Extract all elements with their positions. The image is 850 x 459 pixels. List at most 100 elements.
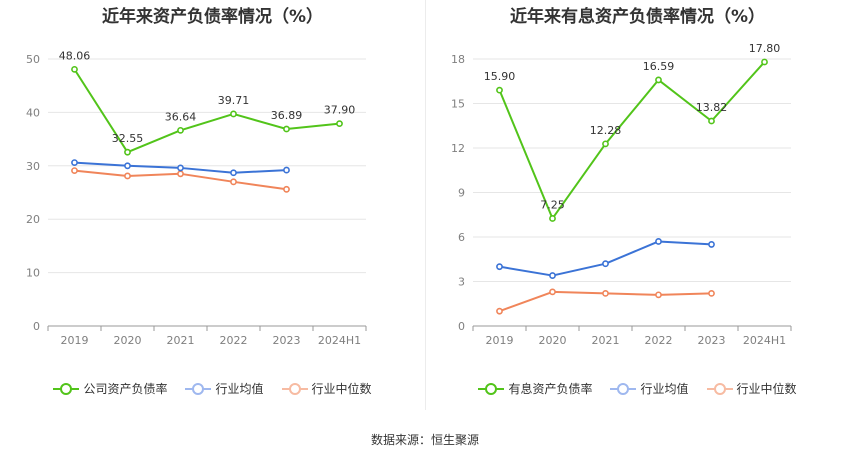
x-tick-label: 2024H1 [743, 334, 786, 347]
x-tick-label: 2022 [220, 334, 248, 347]
legend-item[interactable]: 行业均值 [610, 380, 689, 397]
y-tick-label: 40 [26, 106, 40, 119]
data-source: 数据来源：恒生聚源 [370, 433, 479, 447]
data-point [496, 86, 503, 94]
chart-panel-right: 近年来有息资产负债率情况（%） 0 3 6 9 12 15 18 2019 2020 2021 20… [425, 0, 850, 420]
legend-label: 公司资产负债率 [83, 382, 168, 396]
data-point [177, 126, 184, 134]
data-point [496, 263, 503, 271]
series-line [499, 240, 712, 277]
legend-swatch [53, 382, 80, 395]
data-point [602, 260, 609, 268]
x-tick-label: 2021 [592, 334, 620, 347]
legend-swatch [281, 382, 308, 395]
data-label: 12.28 [590, 124, 622, 137]
legend-swatch [610, 382, 637, 395]
data-point [230, 178, 237, 186]
data-label: 36.64 [165, 110, 197, 123]
x-tick-label: 2021 [167, 334, 195, 347]
data-point [124, 162, 131, 170]
data-point [496, 307, 503, 315]
y-tick-label: 0 [458, 320, 465, 333]
data-point [549, 272, 556, 279]
panel-divider [425, 0, 426, 410]
chart-panel-left: 近年来资产负债率情况（%） 0 10 20 30 40 50 2019 2020 2021 202… [0, 0, 425, 420]
data-point [708, 289, 715, 297]
data-point [655, 291, 662, 299]
data-point [336, 120, 343, 128]
data-label: 13.82 [696, 101, 728, 114]
data-point [602, 289, 609, 297]
legend-label: 行业中位数 [311, 382, 372, 396]
chart-title: 近年来有息资产负债率情况（%） [509, 7, 766, 27]
data-label: 37.90 [324, 104, 356, 117]
data-point [230, 110, 237, 118]
x-tick-label: 2023 [273, 334, 301, 347]
data-point [177, 164, 184, 172]
chart-legend: 有息资产负债率 行业均值 行业中位数 [425, 380, 850, 397]
series-line [73, 68, 340, 154]
data-point [230, 169, 237, 177]
data-label: 36.89 [271, 109, 303, 122]
data-label: 39.71 [218, 94, 250, 107]
x-tick-label: 2019 [61, 334, 89, 347]
y-tick-label: 3 [458, 276, 465, 289]
legend-item[interactable]: 有息资产负债率 [478, 380, 592, 397]
y-tick-label: 10 [26, 267, 40, 280]
x-tick-label: 2023 [698, 334, 726, 347]
y-tick-label: 50 [26, 53, 40, 66]
legend-label: 行业中位数 [736, 382, 797, 396]
data-point [708, 117, 715, 125]
data-point [177, 170, 184, 178]
legend-swatch [185, 382, 212, 395]
data-point [708, 241, 715, 248]
data-label: 15.90 [484, 70, 516, 83]
data-label: 7.25 [540, 198, 565, 211]
y-tick-label: 0 [33, 320, 40, 333]
y-tick-label: 18 [451, 53, 465, 66]
legend-label: 行业均值 [640, 382, 689, 396]
data-point [283, 185, 290, 193]
data-point [761, 58, 768, 66]
y-tick-label: 15 [451, 98, 465, 111]
data-label: 48.06 [59, 49, 91, 62]
x-tick-label: 2019 [486, 334, 514, 347]
legend-item[interactable]: 公司资产负债率 [53, 380, 167, 397]
legend-item[interactable]: 行业中位数 [706, 380, 797, 397]
data-point [283, 125, 290, 133]
y-tick-label: 9 [458, 187, 465, 200]
x-tick-label: 2020 [539, 334, 567, 347]
x-tick-label: 2022 [645, 334, 673, 347]
data-point [549, 288, 556, 296]
data-point [124, 148, 131, 156]
data-point [71, 167, 78, 175]
chart-svg: 0 3 6 9 12 15 18 2019 2020 2021 2022 2023 2024H1 15.9… [451, 42, 792, 347]
data-point [283, 166, 290, 174]
y-tick-label: 20 [26, 213, 40, 226]
x-tick-label: 2020 [114, 334, 142, 347]
y-tick-label: 12 [451, 142, 465, 155]
chart-title: 近年来资产负债率情况（%） [101, 7, 324, 27]
series-line [498, 61, 766, 220]
data-label: 16.59 [643, 60, 675, 73]
legend-swatch [478, 382, 505, 395]
data-label: 17.80 [749, 42, 781, 55]
legend-item[interactable]: 行业中位数 [281, 380, 372, 397]
data-label: 32.55 [112, 132, 144, 145]
legend-label: 有息资产负债率 [508, 382, 593, 396]
data-point [124, 172, 131, 180]
data-point [602, 140, 609, 148]
y-tick-label: 6 [458, 231, 465, 244]
x-tick-label: 2024H1 [318, 334, 361, 347]
legend-label: 行业均值 [215, 382, 264, 396]
legend-swatch [706, 382, 733, 395]
chart-svg: 0 10 20 30 40 50 2019 2020 2021 2022 2023 2024H1 48.… [26, 49, 367, 347]
data-point [655, 238, 662, 245]
chart-legend: 公司资产负债率 行业均值 行业中位数 [0, 380, 425, 397]
data-point [655, 76, 662, 84]
data-point [71, 65, 78, 73]
data-point [71, 159, 78, 166]
data-point [549, 215, 556, 222]
y-tick-label: 30 [26, 160, 40, 173]
legend-item[interactable]: 行业均值 [185, 380, 264, 397]
